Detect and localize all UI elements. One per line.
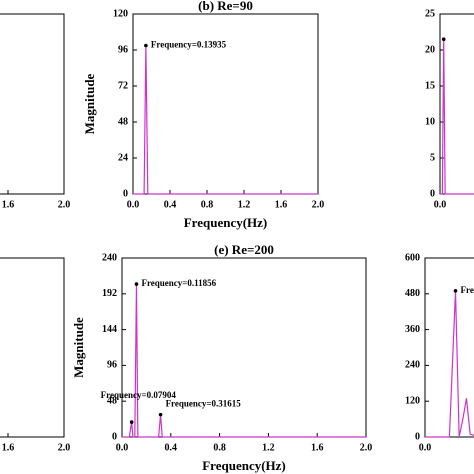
peak-annotation: Frequency=0.13935 xyxy=(151,40,227,50)
y-tick-label: 72 xyxy=(118,80,128,91)
peak-marker xyxy=(129,420,134,424)
y-tick-label: 144 xyxy=(102,324,117,335)
peak-marker xyxy=(134,282,139,286)
peak-marker xyxy=(144,43,148,48)
panel: 0.00 120 240 360 480 600 Frequency xyxy=(405,252,474,453)
chart-title: (e) Re=200 xyxy=(214,242,274,257)
x-tick-label: 1.6 xyxy=(2,442,15,453)
y-tick-label: 120 xyxy=(113,8,128,19)
x-tick-label: 1.6 xyxy=(311,442,324,453)
spectrum-line xyxy=(425,290,474,438)
plot-frame xyxy=(439,13,474,195)
peak-annotation: Frequency=0.07904 xyxy=(101,390,177,400)
y-axis-label: Magnitude xyxy=(82,73,97,134)
y-tick-label: 360 xyxy=(405,324,420,335)
y-tick-label: 48 xyxy=(118,116,128,127)
x-axis-label: Frequency(Hz) xyxy=(202,458,286,473)
panel: 0.0 0.4 0.8 1.2 1.6 2.0 0 48 96 144 192 240 (e) Re=2… xyxy=(71,242,372,473)
y-tick-label: 240 xyxy=(405,360,420,371)
x-tick-label: 2.0 xyxy=(360,442,373,453)
plot-frame xyxy=(0,257,65,438)
y-tick-label: 96 xyxy=(118,44,128,55)
panel: 1.6 2.0 xyxy=(0,257,71,453)
y-tick-label: 0 xyxy=(430,188,435,199)
x-axis-label: Frequency(Hz) xyxy=(184,215,268,230)
spectrum-line xyxy=(122,284,366,438)
y-tick-label: 600 xyxy=(405,252,420,263)
y-tick-label: 240 xyxy=(102,252,117,263)
panel: 0.0 0.4 0.8 1.2 1.6 2.0 0 24 48 72 96 120 (b) Re=90 F… xyxy=(82,0,324,230)
x-tick-label: 0.0 xyxy=(434,199,447,210)
y-tick-label: 15 xyxy=(425,80,435,91)
peak-annotation: Frequency xyxy=(461,285,474,295)
x-tick-label: 2.0 xyxy=(58,199,71,210)
x-tick-label: 0.8 xyxy=(201,199,214,210)
x-tick-label: 2.0 xyxy=(312,199,325,210)
x-tick-label: 0.0 xyxy=(116,442,129,453)
x-tick-label: 2.0 xyxy=(58,442,71,453)
y-tick-label: 96 xyxy=(107,360,117,371)
peak-marker xyxy=(453,289,458,293)
y-tick-label: 480 xyxy=(405,288,420,299)
panel: 0.00 5 10 15 20 25 xyxy=(425,8,474,210)
spectrum-line xyxy=(133,45,318,195)
y-axis-label: Magnitude xyxy=(71,317,86,378)
y-tick-label: 0 xyxy=(415,431,420,442)
y-tick-label: 0 xyxy=(123,188,128,199)
x-tick-label: 0.0 xyxy=(419,442,432,453)
x-tick-label: 0.4 xyxy=(164,199,177,210)
y-tick-label: 5 xyxy=(430,152,435,163)
x-tick-label: 1.6 xyxy=(275,199,288,210)
x-tick-label: 0.8 xyxy=(213,442,226,453)
plot-frame xyxy=(424,257,474,438)
x-tick-label: 1.2 xyxy=(238,199,251,210)
y-tick-label: 10 xyxy=(425,116,435,127)
y-tick-label: 20 xyxy=(425,44,435,55)
peak-marker xyxy=(441,37,446,41)
chart-title: (b) Re=90 xyxy=(198,0,253,13)
y-tick-label: 192 xyxy=(102,288,117,299)
y-tick-label: 48 xyxy=(107,395,117,406)
x-tick-label: 1.6 xyxy=(2,199,15,210)
peak-marker xyxy=(158,412,163,417)
peak-annotation: Frequency=0.31615 xyxy=(166,399,242,409)
x-tick-label: 0.0 xyxy=(127,199,140,210)
peak-annotation: Frequency=0.11856 xyxy=(141,278,216,288)
panel: 1.6 2.0 xyxy=(0,13,71,210)
y-tick-label: 24 xyxy=(118,152,128,163)
x-tick-label: 1.2 xyxy=(262,442,275,453)
y-tick-label: 25 xyxy=(425,8,435,19)
y-tick-label: 120 xyxy=(405,395,420,406)
x-tick-label: 0.4 xyxy=(165,442,178,453)
y-tick-label: 0 xyxy=(112,431,117,442)
spectrum-line xyxy=(440,39,474,195)
plot-frame xyxy=(0,13,65,195)
